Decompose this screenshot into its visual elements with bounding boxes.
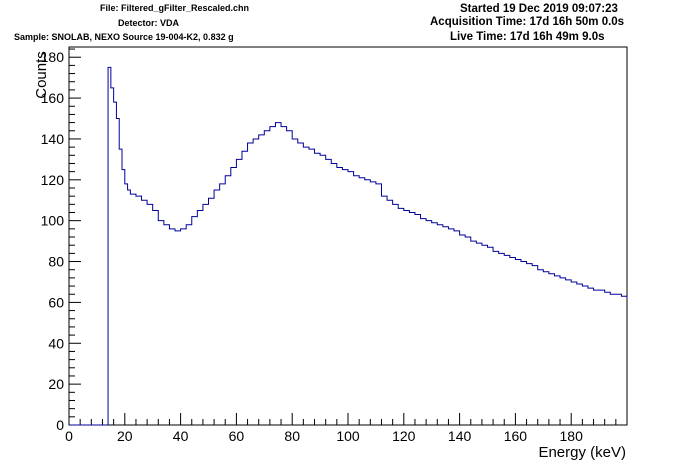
x-tick-label: 120: [392, 428, 416, 444]
detector-label: Detector: VDA: [118, 18, 180, 28]
file-label: File: Filtered_gFilter_Rescaled.chn: [100, 3, 250, 13]
x-tick-label: 160: [504, 428, 528, 444]
x-tick-label: 60: [229, 428, 245, 444]
plot-frame: [68, 46, 628, 426]
y-tick-label: 40: [48, 335, 64, 351]
x-axis: 0 20 40 60 80 100 120 140 160 180: [65, 413, 617, 444]
y-tick-label: 80: [48, 254, 64, 270]
y-axis: 0 20 40 60 80 100 120 140 160 180: [41, 48, 81, 433]
y-tick-label: 60: [48, 294, 64, 310]
x-tick-label: 0: [65, 428, 73, 444]
sample-label: Sample: SNOLAB, NEXO Source 19-004-K2, 0…: [14, 32, 234, 42]
live-time-label: Live Time: 17d 16h 49m 9.0s: [450, 31, 605, 43]
y-tick-label: 160: [41, 90, 65, 106]
x-tick-label: 140: [448, 428, 472, 444]
y-axis-label: Counts: [33, 51, 50, 99]
y-tick-label: 180: [41, 49, 65, 65]
y-tick-label: 100: [41, 213, 65, 229]
y-tick-label: 140: [41, 131, 65, 147]
series-line: [69, 66, 628, 426]
series-layer: [69, 66, 628, 426]
x-tick-label: 80: [284, 428, 300, 444]
y-tick-label: 120: [41, 172, 65, 188]
x-tick-label: 40: [173, 428, 189, 444]
x-tick-label: 100: [336, 428, 360, 444]
y-tick-label: 0: [56, 417, 64, 433]
x-tick-label: 180: [560, 428, 584, 444]
acquisition-time-label: Acquisition Time: 17d 16h 50m 0.0s: [430, 16, 625, 28]
started-label: Started 19 Dec 2019 09:07:23: [460, 3, 618, 15]
y-tick-label: 20: [48, 376, 64, 392]
x-axis-label: Energy (keV): [538, 444, 626, 461]
x-tick-label: 20: [117, 428, 133, 444]
